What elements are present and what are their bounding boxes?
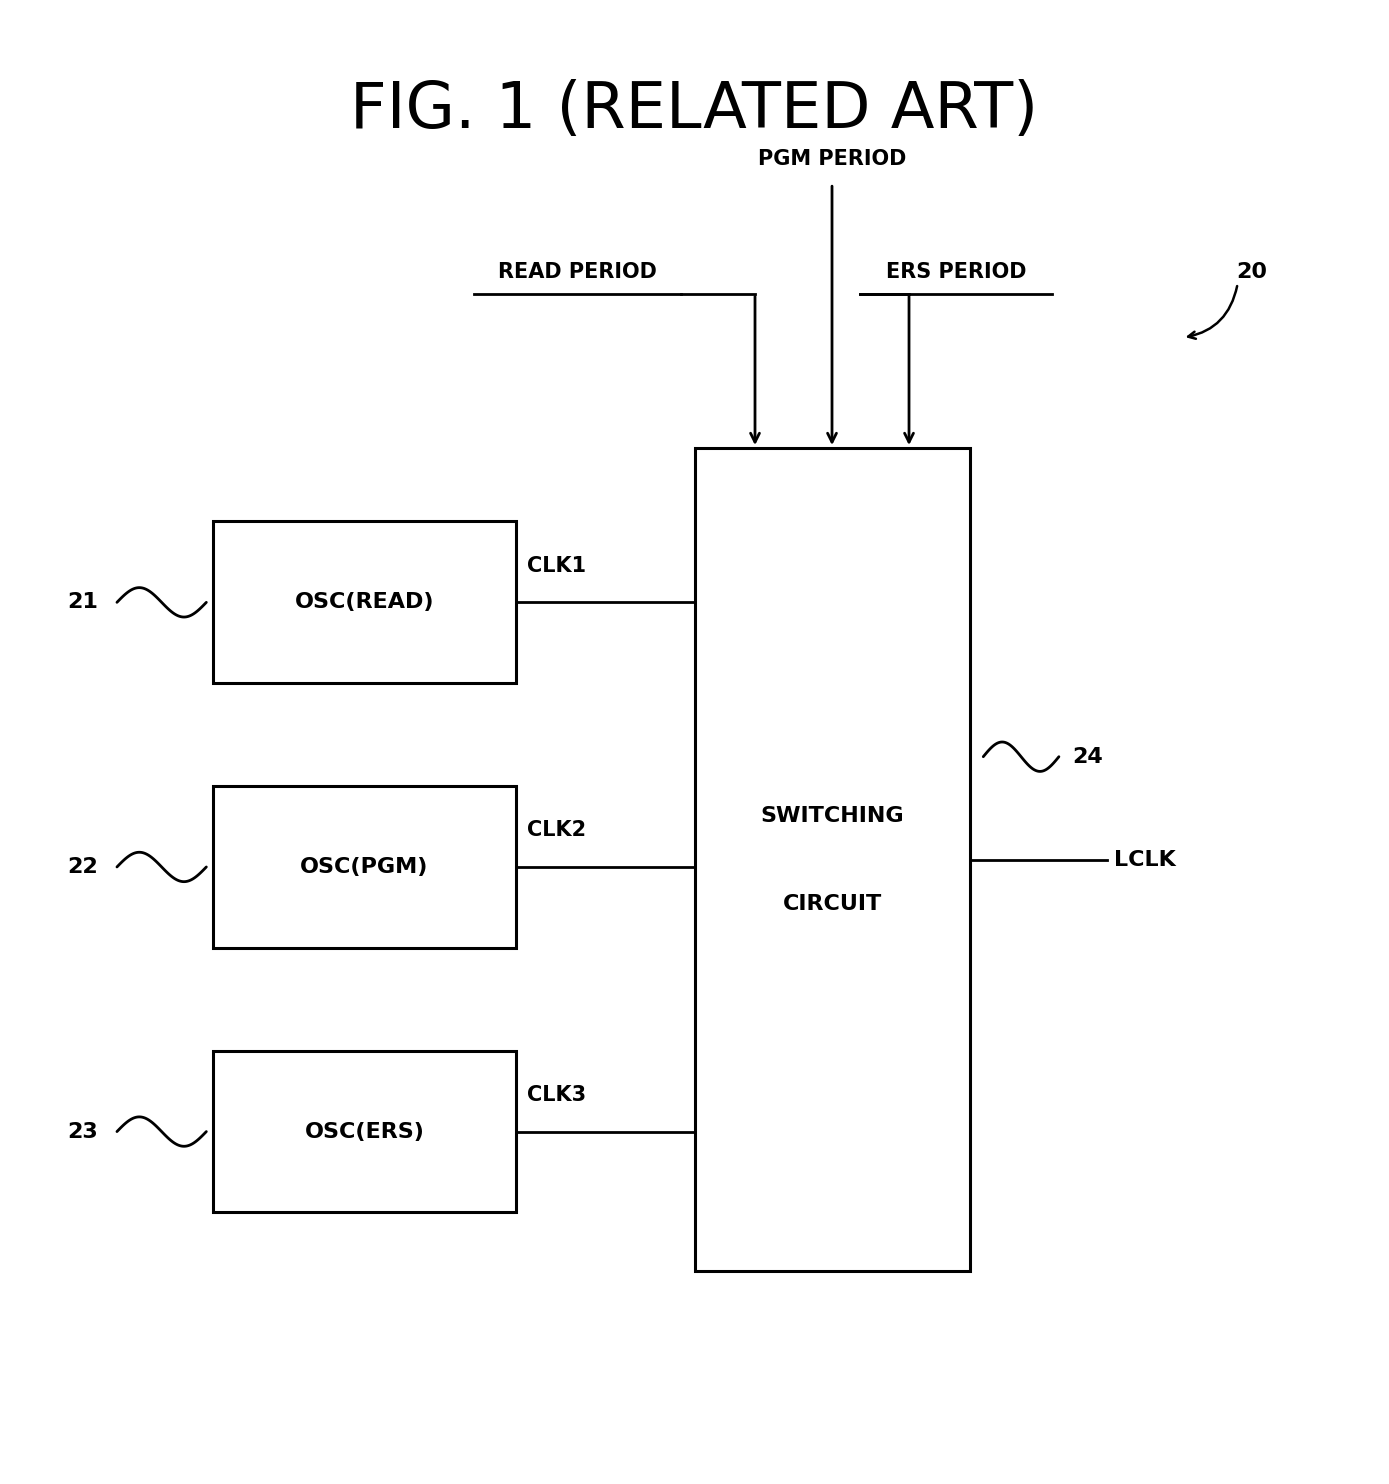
Text: FIG. 1 (RELATED ART): FIG. 1 (RELATED ART): [350, 79, 1039, 141]
Text: LCLK: LCLK: [1114, 850, 1175, 870]
Text: 21: 21: [67, 592, 99, 613]
Bar: [694, 448, 970, 1272]
Text: 23: 23: [67, 1122, 99, 1141]
Text: READ PERIOD: READ PERIOD: [499, 261, 657, 282]
Text: 22: 22: [67, 856, 99, 877]
Text: OSC(PGM): OSC(PGM): [300, 856, 429, 877]
Text: CIRCUIT: CIRCUIT: [782, 893, 882, 914]
Text: 20: 20: [1236, 261, 1267, 282]
Bar: [213, 1051, 515, 1212]
Text: 24: 24: [1072, 746, 1103, 767]
Text: CLK1: CLK1: [526, 555, 586, 576]
Text: PGM PERIOD: PGM PERIOD: [758, 148, 906, 169]
Text: SWITCHING: SWITCHING: [760, 806, 904, 825]
Bar: [213, 787, 515, 948]
Text: CLK2: CLK2: [526, 821, 586, 840]
Text: OSC(ERS): OSC(ERS): [304, 1122, 425, 1141]
Text: ERS PERIOD: ERS PERIOD: [886, 261, 1026, 282]
Text: OSC(READ): OSC(READ): [294, 592, 435, 613]
Text: CLK3: CLK3: [526, 1085, 586, 1104]
Bar: [213, 521, 515, 683]
